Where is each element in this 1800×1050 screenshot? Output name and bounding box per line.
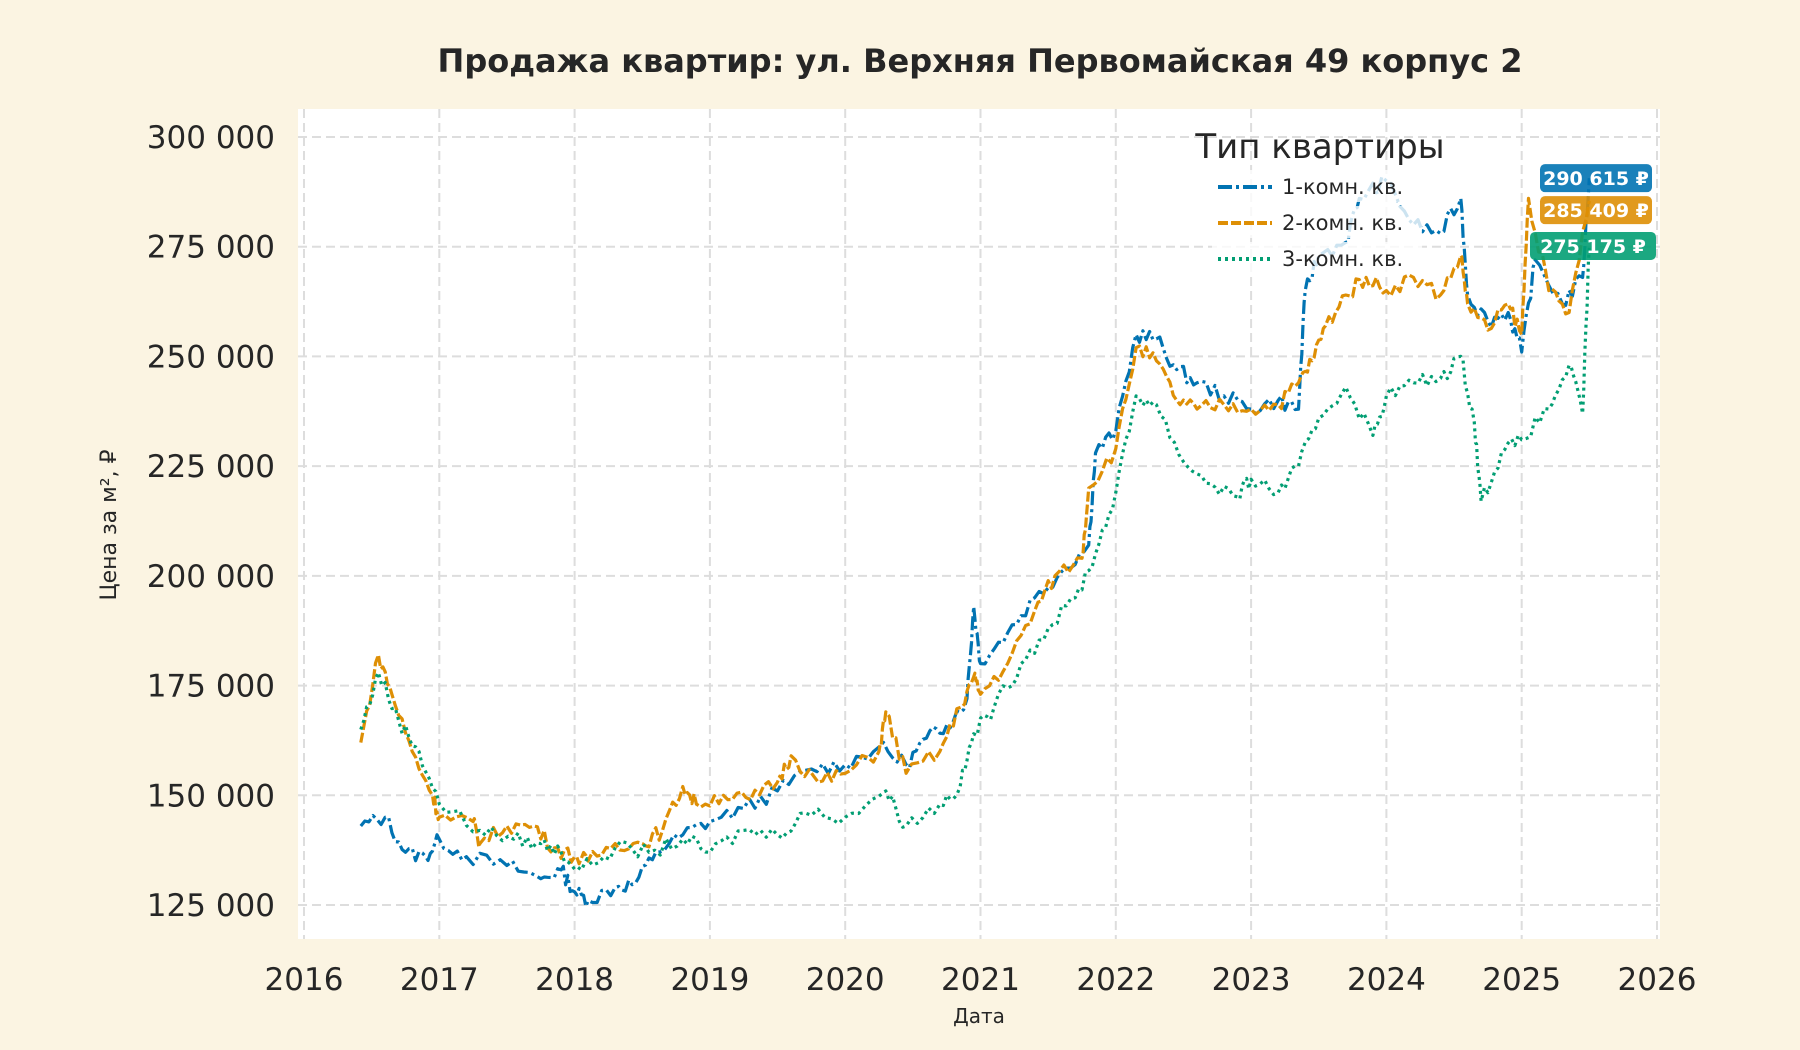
y-tick-label: 300 000 <box>147 120 275 156</box>
last-value-labels: 290 615 ₽ 285 409 ₽ 275 175 ₽ <box>1530 164 1656 260</box>
x-tick-label: 2018 <box>535 962 614 998</box>
legend-label-2: 2-комн. кв. <box>1282 211 1403 235</box>
x-tick-label: 2026 <box>1618 962 1697 998</box>
legend-label-1: 1-комн. кв. <box>1282 175 1403 199</box>
plot-area <box>298 109 1660 939</box>
x-tick-label: 2020 <box>806 962 885 998</box>
value-badge-text-1: 290 615 ₽ <box>1543 168 1649 190</box>
x-tick-label: 2021 <box>941 962 1020 998</box>
series-lines <box>359 175 1591 909</box>
y-tick-labels: 125 000 150 000 175 000 200 000 225 000 250 0… <box>147 120 275 924</box>
y-tick-label: 250 000 <box>147 339 275 375</box>
y-tick-label: 200 000 <box>147 559 275 595</box>
x-tick-label: 2024 <box>1347 962 1426 998</box>
x-tick-labels: 2016 2017 2018 2019 2020 2021 2022 2023 2024 2025… <box>265 962 1697 998</box>
value-badge-1 <box>1540 164 1652 193</box>
y-tick-label: 275 000 <box>147 230 275 266</box>
x-axis-label: Дата <box>953 1004 1005 1028</box>
legend-title: Тип квартиры <box>1194 127 1444 167</box>
y-tick-label: 150 000 <box>147 778 275 814</box>
series-line-3 <box>359 245 1591 872</box>
grid <box>298 109 1660 939</box>
series-line-2 <box>359 196 1591 866</box>
y-tick-label: 225 000 <box>147 449 275 485</box>
chart-title: Продажа квартир: ул. Верхняя Первомайска… <box>438 42 1523 80</box>
legend-label-3: 3-комн. кв. <box>1282 247 1403 271</box>
value-badge-text-3: 275 175 ₽ <box>1540 236 1646 258</box>
x-tick-label: 2023 <box>1212 962 1291 998</box>
x-tick-label: 2022 <box>1076 962 1155 998</box>
y-tick-label: 125 000 <box>147 888 275 924</box>
x-tick-label: 2017 <box>400 962 479 998</box>
x-tick-label: 2019 <box>670 962 749 998</box>
value-badge-text-2: 285 409 ₽ <box>1543 200 1649 222</box>
x-tick-label: 2016 <box>265 962 344 998</box>
y-axis-label: Цена за м², ₽ <box>97 449 122 600</box>
value-badge-3 <box>1530 231 1656 260</box>
x-tick-label: 2025 <box>1482 962 1561 998</box>
value-badge-2 <box>1540 196 1652 225</box>
legend: Тип квартиры 1-комн. кв. 2-комн. кв. 3-ком… <box>1194 127 1445 274</box>
y-tick-label: 175 000 <box>147 669 275 705</box>
series-line-1 <box>359 175 1591 909</box>
